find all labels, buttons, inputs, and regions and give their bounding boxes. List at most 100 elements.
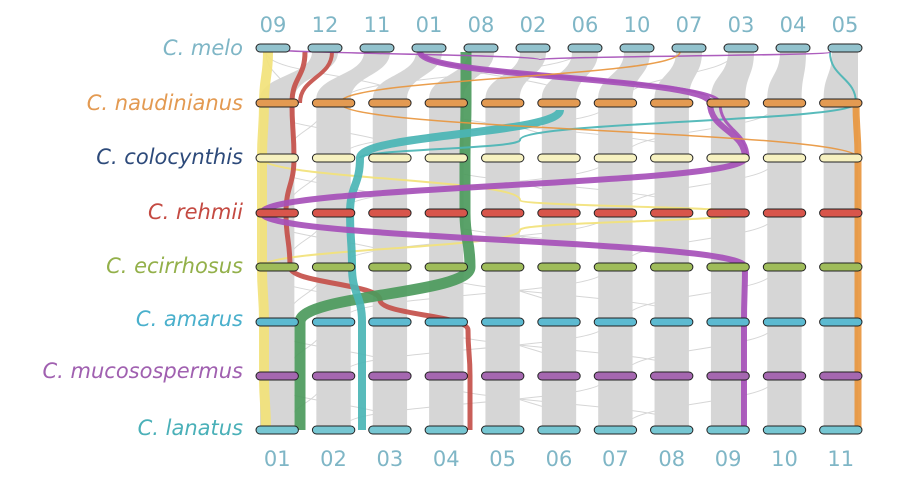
- chromosome-bar: [775, 43, 811, 53]
- chromosome-bar: [311, 98, 356, 108]
- chromosome-bar: [424, 425, 469, 435]
- grey-crossing-link: [490, 106, 571, 155]
- chromosome-bar: [481, 98, 525, 108]
- chromosome-bar: [255, 208, 299, 218]
- grey-synteny-ribbon: [598, 217, 633, 263]
- chromosome-bar: [424, 371, 469, 381]
- grey-synteny-ribbon: [654, 217, 689, 263]
- grey-crossing-link: [626, 51, 735, 100]
- grey-crossing-link: [344, 379, 605, 427]
- grey-synteny-ribbon: [767, 52, 806, 99]
- grey-synteny-ribbon: [767, 162, 802, 209]
- chromosome-bar: [706, 371, 750, 381]
- chromosome-bar: [481, 208, 525, 218]
- grey-crossing-link: [287, 270, 323, 319]
- grey-synteny-ribbon: [372, 326, 408, 372]
- bottom-chromosome-label: 08: [658, 447, 685, 471]
- grey-synteny-ribbon: [823, 217, 858, 263]
- grey-synteny-ribbon: [485, 326, 520, 372]
- grey-synteny-ribbon: [372, 52, 442, 99]
- chromosome-bar: [819, 425, 863, 435]
- grey-crossing-link: [287, 106, 323, 155]
- chromosome-bar: [359, 43, 395, 53]
- chromosome-bar: [650, 262, 694, 272]
- grey-crossing-link: [626, 216, 774, 264]
- chromosome-bar: [481, 425, 525, 435]
- grey-crossing-link: [490, 270, 571, 319]
- top-chromosome-label: 12: [312, 13, 339, 37]
- grey-synteny-ribbon: [598, 52, 650, 99]
- chromosome-bar: [819, 98, 863, 108]
- chromosome-bar: [819, 317, 863, 327]
- top-chromosome-label: 11: [364, 13, 391, 37]
- species-label-colocynthis: C. colocynthis: [96, 145, 243, 169]
- chromosome-bar: [368, 317, 412, 327]
- chromosome-bar: [671, 43, 707, 53]
- chromosome-bar: [463, 43, 499, 53]
- grey-synteny-ribbon: [710, 326, 746, 372]
- chromosome-bar: [307, 43, 343, 53]
- grey-synteny-ribbon: [598, 162, 633, 209]
- bottom-chromosome-label: 11: [827, 447, 854, 471]
- grey-synteny-ribbon: [710, 162, 746, 209]
- chromosome-bar: [762, 98, 807, 108]
- grey-crossing-link: [490, 379, 571, 427]
- chromosome-bar: [537, 317, 581, 327]
- chromosome-bar: [762, 262, 807, 272]
- grey-synteny-ribbon: [823, 107, 858, 154]
- bottom-chromosome-label: 03: [377, 447, 404, 471]
- chromosome-bar: [255, 425, 299, 435]
- chromosome-bar: [762, 153, 807, 163]
- grey-synteny-ribbon: [598, 380, 633, 426]
- chromosome-bar: [424, 153, 469, 163]
- chromosome-bar: [255, 317, 299, 327]
- chromosome-bar: [827, 43, 863, 53]
- chromosome-bar: [368, 425, 412, 435]
- chromosome-bar: [368, 371, 412, 381]
- grey-synteny-ribbon: [372, 380, 408, 426]
- grey-synteny-ribbon: [372, 217, 408, 263]
- yellow-synteny-link: [257, 51, 273, 431]
- species-label-mucosospermus: C. mucosospermus: [43, 359, 244, 383]
- grey-crossing-link: [434, 325, 684, 373]
- bottom-chromosome-label: 01: [264, 447, 291, 471]
- red-synteny-link-2: [298, 51, 334, 104]
- grey-synteny-ribbon: [429, 107, 464, 154]
- chromosome-bar: [819, 262, 863, 272]
- chromosome-bar: [762, 371, 807, 381]
- grey-synteny-ribbon: [598, 326, 633, 372]
- chromosome-bar: [723, 43, 759, 53]
- grey-crossing-link: [265, 161, 402, 210]
- chromosome-bar: [311, 153, 356, 163]
- chromosome-bar: [481, 371, 525, 381]
- chromosome-bar: [311, 262, 356, 272]
- chromosome-bar: [593, 153, 638, 163]
- top-chromosome-label: 03: [728, 13, 755, 37]
- chromosome-bar: [311, 371, 356, 381]
- bottom-chromosome-label: 10: [771, 447, 798, 471]
- chromosome-bar: [819, 153, 863, 163]
- grey-crossing-link: [434, 161, 684, 210]
- chromosome-bar: [593, 208, 638, 218]
- grey-synteny-ribbon: [429, 380, 464, 426]
- chromosome-bar: [424, 98, 469, 108]
- chromosome-bar: [311, 317, 356, 327]
- grey-synteny-ribbon: [767, 271, 802, 318]
- chromosome-bar: [762, 317, 807, 327]
- top-chromosome-label: 06: [572, 13, 599, 37]
- chromosome-bar: [593, 98, 638, 108]
- grey-synteny-ribbon: [823, 271, 858, 318]
- chromosome-bar: [593, 262, 638, 272]
- grey-crossing-link: [626, 379, 774, 427]
- bottom-chromosome-label: 09: [715, 447, 742, 471]
- chromosome-bar: [255, 153, 299, 163]
- grey-synteny-ribbon: [429, 162, 464, 209]
- grey-synteny-ribbon: [654, 107, 689, 154]
- chromosome-bar: [368, 98, 412, 108]
- chromosome-bar: [706, 208, 750, 218]
- grey-synteny-ribbon: [710, 271, 746, 318]
- grey-synteny-ribbon: [485, 271, 520, 318]
- chromosome-bar: [819, 371, 863, 381]
- chromosome-bar: [537, 153, 581, 163]
